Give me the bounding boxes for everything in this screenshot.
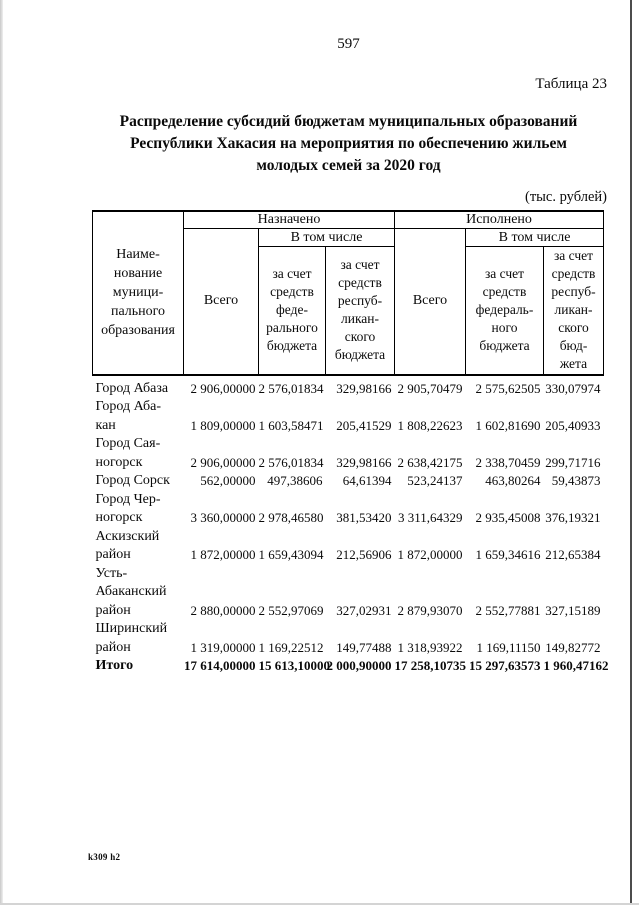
- table-row: Город Чер- ногорск 3 360,00000 2 978,465…: [93, 491, 604, 528]
- cell-value: 1 319,00000: [190, 639, 256, 655]
- table-row: Усть- Абаканский район 2 880,00000 2 552…: [93, 565, 604, 621]
- cell-value: 205,41529: [336, 417, 392, 433]
- cell-value: 212,56906: [336, 547, 392, 562]
- header-assigned-group: Назначено: [183, 210, 395, 229]
- cell-value: 299,71716: [545, 454, 601, 470]
- subsidies-table: Наиме- нование муници- пального образова…: [92, 210, 609, 676]
- cell-value: 17 258,10735: [394, 658, 467, 673]
- cell-value: 149,77488: [336, 639, 392, 655]
- document-title: Распределение субсидий бюджетам муниципа…: [119, 113, 578, 174]
- cell-value: 15 297,63573: [469, 658, 541, 673]
- scan-edge-left: [0, 0, 3, 905]
- cell-value: 1 602,81690: [475, 417, 541, 433]
- cell-value: 2 575,62505: [475, 380, 541, 396]
- cell-value: 329,98166: [336, 454, 392, 470]
- header-assigned-total: Всего: [183, 228, 259, 375]
- cell-value: 327,15189: [545, 602, 601, 618]
- cell-value: 1 659,34616: [475, 547, 541, 562]
- municipality-name: Ширинский район: [95, 621, 168, 655]
- table-body: Город Абаза 2 906,00000 2 576,01834 329,…: [93, 375, 609, 676]
- cell-value: 1 808,22623: [397, 417, 463, 433]
- cell-value: 2 638,42175: [397, 454, 463, 470]
- municipality-name: Город Чер- ногорск: [95, 491, 161, 526]
- table-caption-label: Таблица 23: [535, 76, 607, 92]
- cell-value: 463,80264: [485, 473, 541, 488]
- cell-value: 1 603,58471: [258, 417, 324, 433]
- cell-value: 376,19321: [545, 510, 601, 525]
- cell-value: 1 169,11150: [476, 639, 541, 655]
- table-row: Город Сорск 562,00000 497,38606 64,61394…: [93, 472, 604, 491]
- cell-value: 330,07974: [545, 380, 601, 396]
- table-row: Город Сая- ногорск 2 906,00000 2 576,018…: [93, 435, 604, 472]
- cell-value: 3 311,64329: [397, 510, 463, 525]
- cell-value: 149,82772: [545, 639, 601, 655]
- scan-edge-right: [630, 0, 632, 905]
- cell-value: 2 000,90000: [326, 658, 392, 673]
- municipality-name: Город Сая- ногорск: [95, 436, 161, 470]
- header-executed-including: В том числе: [464, 228, 605, 247]
- municipality-name: Город Аба- кан: [95, 399, 161, 433]
- table-row-total: Итого 17 614,00000 15 613,10000 2 000,90…: [93, 657, 609, 676]
- cell-value: 1 809,00000: [190, 417, 256, 433]
- cell-value: 1 872,00000: [190, 547, 256, 562]
- header-executed-republican: за счет средств респуб- ликан- ского бюд…: [542, 246, 605, 375]
- cell-value: 2 880,00000: [190, 602, 256, 618]
- cell-value: 327,02931: [336, 602, 392, 618]
- cell-value: 3 360,00000: [190, 510, 256, 525]
- footer-code: k309 h2: [88, 852, 121, 862]
- cell-value: 2 905,70479: [397, 380, 463, 396]
- cell-value: 497,38606: [267, 473, 323, 488]
- cell-value: 15 613,10000: [258, 658, 331, 673]
- cell-value: 2 338,70459: [475, 454, 541, 470]
- cell-value: 2 906,00000: [190, 380, 256, 396]
- table-row: Город Аба- кан 1 809,00000 1 603,58471 2…: [93, 398, 604, 435]
- header-assigned-republican: за счет средств респуб- ликан- ского бюд…: [325, 246, 395, 375]
- total-label: Итого: [95, 658, 134, 673]
- cell-value: 2 552,97069: [258, 602, 324, 618]
- table-row: Город Абаза 2 906,00000 2 576,01834 329,…: [93, 375, 604, 399]
- cell-value: 381,53420: [336, 510, 392, 525]
- header-executed-group: Исполнено: [393, 210, 605, 229]
- header-assigned-federal: за счет средств феде- рального бюджета: [258, 246, 326, 375]
- header-municipality-name: Наиме- нование муници- пального образова…: [92, 210, 184, 375]
- municipality-name: Город Сорск: [95, 473, 170, 488]
- cell-value: 59,43873: [551, 473, 601, 488]
- units-note: (тыс. рублей): [525, 189, 607, 205]
- table-row: Аскизский район 1 872,00000 1 659,43094 …: [93, 528, 604, 565]
- cell-value: 2 978,46580: [258, 510, 324, 525]
- cell-value: 329,98166: [336, 380, 392, 396]
- header-executed-total: Всего: [394, 228, 466, 375]
- cell-value: 2 552,77881: [475, 602, 541, 618]
- cell-value: 205,40933: [545, 417, 601, 433]
- page-number: 597: [337, 36, 360, 52]
- cell-value: 1 318,93922: [397, 639, 463, 655]
- cell-value: 64,61394: [342, 473, 392, 488]
- cell-value: 1 169,22512: [258, 639, 324, 655]
- municipality-name: Аскизский район: [95, 528, 160, 563]
- header-executed-federal: за счет средств федераль- ного бюджета: [465, 246, 544, 375]
- cell-value: 562,00000: [200, 473, 256, 488]
- cell-value: 523,24137: [407, 473, 463, 488]
- cell-value: 212,65384: [545, 547, 601, 562]
- cell-value: 1 659,43094: [258, 547, 324, 562]
- cell-value: 17 614,00000: [184, 658, 256, 673]
- table-header: Наиме- нование муници- пального образова…: [92, 210, 605, 375]
- cell-value: 1 872,00000: [397, 547, 463, 562]
- cell-value: 2 576,01834: [258, 380, 324, 396]
- cell-value: 1 960,47162: [543, 658, 609, 673]
- cell-value: 2 906,00000: [190, 454, 256, 470]
- municipality-name: Город Абаза: [95, 380, 169, 396]
- scan-edge-bottom: [0, 903, 639, 905]
- header-assigned-including: В том числе: [258, 228, 395, 247]
- cell-value: 2 879,93070: [397, 602, 463, 618]
- cell-value: 2 935,45008: [475, 510, 541, 525]
- municipality-name: Усть- Абаканский район: [95, 565, 167, 618]
- table-row: Ширинский район 1 319,00000 1 169,22512 …: [93, 620, 604, 657]
- cell-value: 2 576,01834: [258, 454, 324, 470]
